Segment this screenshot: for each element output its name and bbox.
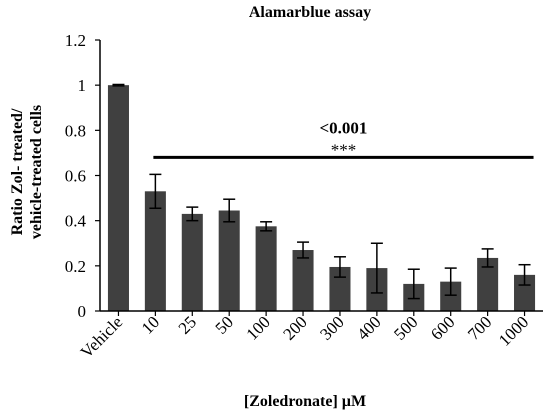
bar-200 xyxy=(292,250,314,311)
x-tick-label: 50 xyxy=(212,312,237,337)
x-tick-label: 200 xyxy=(279,312,310,343)
bar-50 xyxy=(218,210,240,311)
chart-title: Alamarblue assay xyxy=(249,4,371,21)
error-bar-Vehicle xyxy=(112,83,125,87)
error-bar-1000 xyxy=(518,263,531,286)
x-axis-label: [Zoledronate] µM xyxy=(244,393,366,410)
y-tick-label: 0.8 xyxy=(65,121,86,140)
error-bar-300 xyxy=(333,256,346,278)
y-tick-label: 1.2 xyxy=(65,31,86,50)
x-axis: Vehicle 10 25 50 100 200 300 400 500 600 700 1000 xyxy=(77,310,543,362)
y-axis: 0 0.2 0.4 0.6 0.8 1 1.2 xyxy=(65,31,101,321)
x-tick-label: 500 xyxy=(390,312,421,343)
x-tick-label: 300 xyxy=(316,312,347,343)
y-tick-label: 0 xyxy=(78,302,87,321)
error-bar-100 xyxy=(260,221,273,232)
x-tick-label: 400 xyxy=(353,312,384,343)
x-tick-label: 700 xyxy=(464,312,495,343)
bars xyxy=(107,85,536,312)
x-tick-label: 25 xyxy=(175,312,200,337)
bar-1000 xyxy=(514,274,536,311)
y-tick-label: 0.6 xyxy=(65,167,86,186)
y-axis-label-line2: vehicle-treated cells xyxy=(28,105,45,239)
x-tick-label: 100 xyxy=(242,312,273,343)
x-tick-label: 600 xyxy=(427,312,458,343)
error-bar-10 xyxy=(149,173,162,209)
bar-25 xyxy=(181,213,203,311)
error-bar-500 xyxy=(407,268,420,300)
x-tick-label: 10 xyxy=(138,312,163,337)
y-axis-label-line1: Ratio Zol- treated/ xyxy=(9,108,26,235)
bar-700 xyxy=(477,257,499,311)
y-tick-label: 1 xyxy=(78,76,87,95)
x-tick-label: 1000 xyxy=(495,312,532,349)
significance-annotation: <0.001 *** xyxy=(153,118,534,159)
bar-600 xyxy=(440,281,462,311)
error-bar-200 xyxy=(297,241,310,259)
error-bar-25 xyxy=(186,206,199,222)
y-axis-label: Ratio Zol- treated/ vehicle-treated cell… xyxy=(9,105,45,239)
bar-10 xyxy=(144,191,166,311)
error-bar-700 xyxy=(481,248,494,268)
p-value-label: <0.001 xyxy=(319,118,367,137)
error-bar-600 xyxy=(444,267,457,296)
bar-Vehicle xyxy=(107,85,129,312)
y-tick-label: 0.2 xyxy=(65,257,86,276)
bar-300 xyxy=(329,266,351,311)
significance-stars: *** xyxy=(331,140,357,159)
y-tick-label: 0.4 xyxy=(65,212,87,231)
error-bars xyxy=(112,83,531,300)
error-bar-50 xyxy=(223,198,236,223)
error-bar-400 xyxy=(370,242,383,294)
bar-100 xyxy=(255,226,277,311)
